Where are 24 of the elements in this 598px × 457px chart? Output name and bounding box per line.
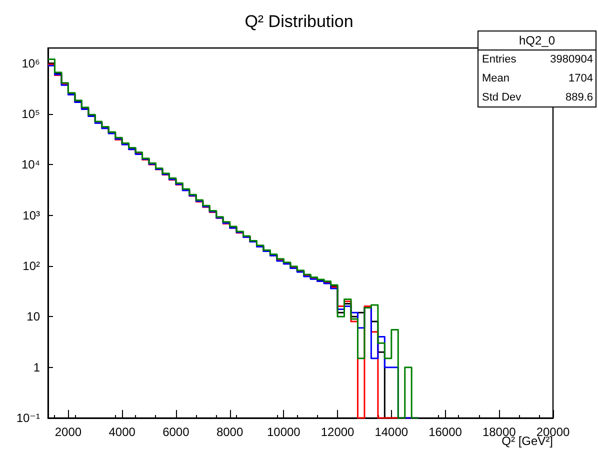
text: hQ2_0 [518,34,556,48]
y-tick-label: 10⁴ [21,158,40,172]
annotation: Std Dev [482,92,522,104]
x-tick-label: 2000 [54,425,82,439]
x-tick-label: 16000 [428,425,462,439]
text: 1704 [568,72,593,84]
annotation: 3980904 [550,54,593,66]
annotation: Mean [482,72,510,84]
x-tick-label: 6000 [162,425,190,439]
text: 889.6 [565,92,593,104]
y-tick-label: 10³ [22,208,40,222]
x-tick-label: 14000 [374,425,408,439]
x-tick-label: 12000 [320,425,355,439]
annotation: Entries [482,54,517,66]
x-tick-label: 8000 [216,425,244,439]
y-tick-label: 1 [33,360,40,374]
y-tick-label: 10 [26,310,40,324]
y-tick-label: 10⁵ [22,106,40,121]
y-tick-label: 10⁻¹ [16,411,40,425]
chart-title: Q² Distribution [244,12,354,31]
x-tick-label: 10000 [266,425,301,439]
y-tick-label: 10² [22,258,40,273]
y-tick-label: 10⁶ [22,56,40,70]
x-tick-label: 4000 [108,425,136,439]
